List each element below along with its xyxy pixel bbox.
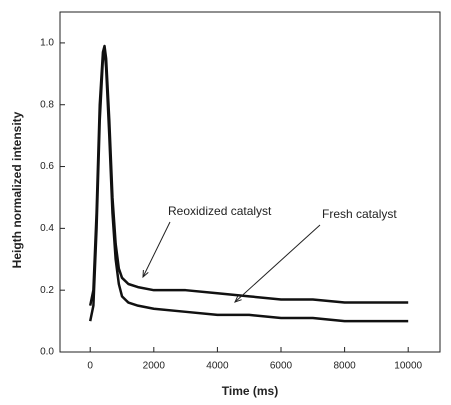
annotation: Fresh catalyst [322, 207, 397, 221]
arrow-head [142, 269, 149, 279]
series-line [88, 47, 409, 323]
plot-frame [59, 11, 441, 353]
y-tick-label: 0.4 [40, 223, 54, 234]
y-tick-label: 0.6 [40, 161, 54, 172]
x-axis-title: Time (ms) [222, 384, 278, 398]
y-tick-label: 0.0 [40, 347, 54, 358]
x-tick-label: 4000 [206, 361, 229, 372]
annotation: Reoxidized catalyst [168, 204, 272, 218]
y-tick-label: 0.8 [40, 99, 54, 110]
arrow-head [234, 295, 242, 303]
x-tick-label: 10000 [394, 361, 422, 372]
y-tick-label: 1.0 [40, 38, 54, 49]
x-tick-label: 8000 [333, 361, 356, 372]
annotation-arrow [234, 224, 321, 303]
series-line [88, 44, 409, 306]
y-axis-title: Heigth normalized intensity [10, 111, 24, 268]
annotation-arrow [142, 221, 171, 278]
y-tick-label: 0.2 [40, 285, 54, 296]
x-tick-label: 6000 [270, 361, 293, 372]
x-tick-label: 2000 [143, 361, 166, 372]
x-tick-label: 0 [87, 361, 93, 372]
